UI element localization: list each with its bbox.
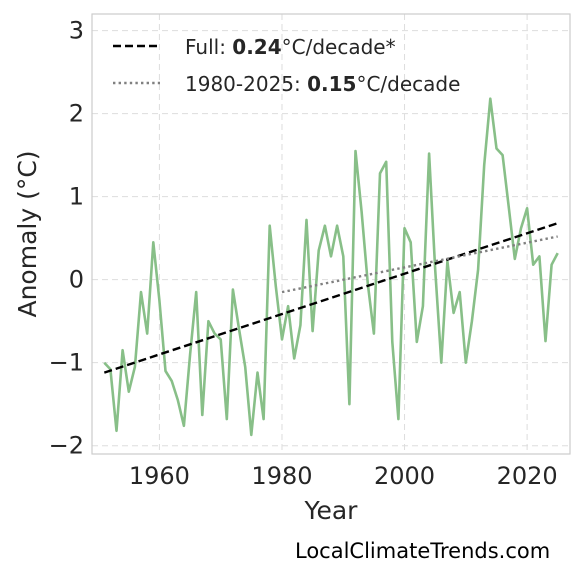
- y-tick-label: 3: [69, 17, 84, 45]
- series-lines: [103, 97, 559, 437]
- site-credit: LocalClimateTrends.com: [295, 539, 551, 563]
- x-tick-label: 1980: [251, 462, 312, 490]
- y-ticks: −2 −1 0 1 2 3: [49, 17, 84, 460]
- x-tick-label: 2020: [497, 462, 558, 490]
- legend: Full: 0.24°C/decade* 1980-2025: 0.15°C/de…: [113, 35, 460, 96]
- x-tick-label: 1960: [129, 462, 190, 490]
- y-tick-label: −1: [49, 349, 84, 377]
- legend-label-full: Full: 0.24°C/decade*: [185, 35, 396, 59]
- x-axis-label: Year: [304, 496, 359, 525]
- plot-frame: [91, 13, 571, 455]
- trend-line-recent: [281, 235, 558, 294]
- y-tick-label: 1: [69, 183, 84, 211]
- trend-line-full: [103, 222, 559, 374]
- legend-label-recent: 1980-2025: 0.15°C/decade: [185, 72, 460, 96]
- x-tick-label: 2000: [374, 462, 435, 490]
- y-tick-label: −2: [49, 432, 84, 460]
- y-tick-label: 2: [69, 100, 84, 128]
- x-ticks: 1960 1980 2000 2020: [129, 462, 558, 490]
- y-tick-label: 0: [69, 266, 84, 294]
- anomaly-series-line: [103, 97, 559, 437]
- y-axis-label: Anomaly (°C): [13, 150, 42, 317]
